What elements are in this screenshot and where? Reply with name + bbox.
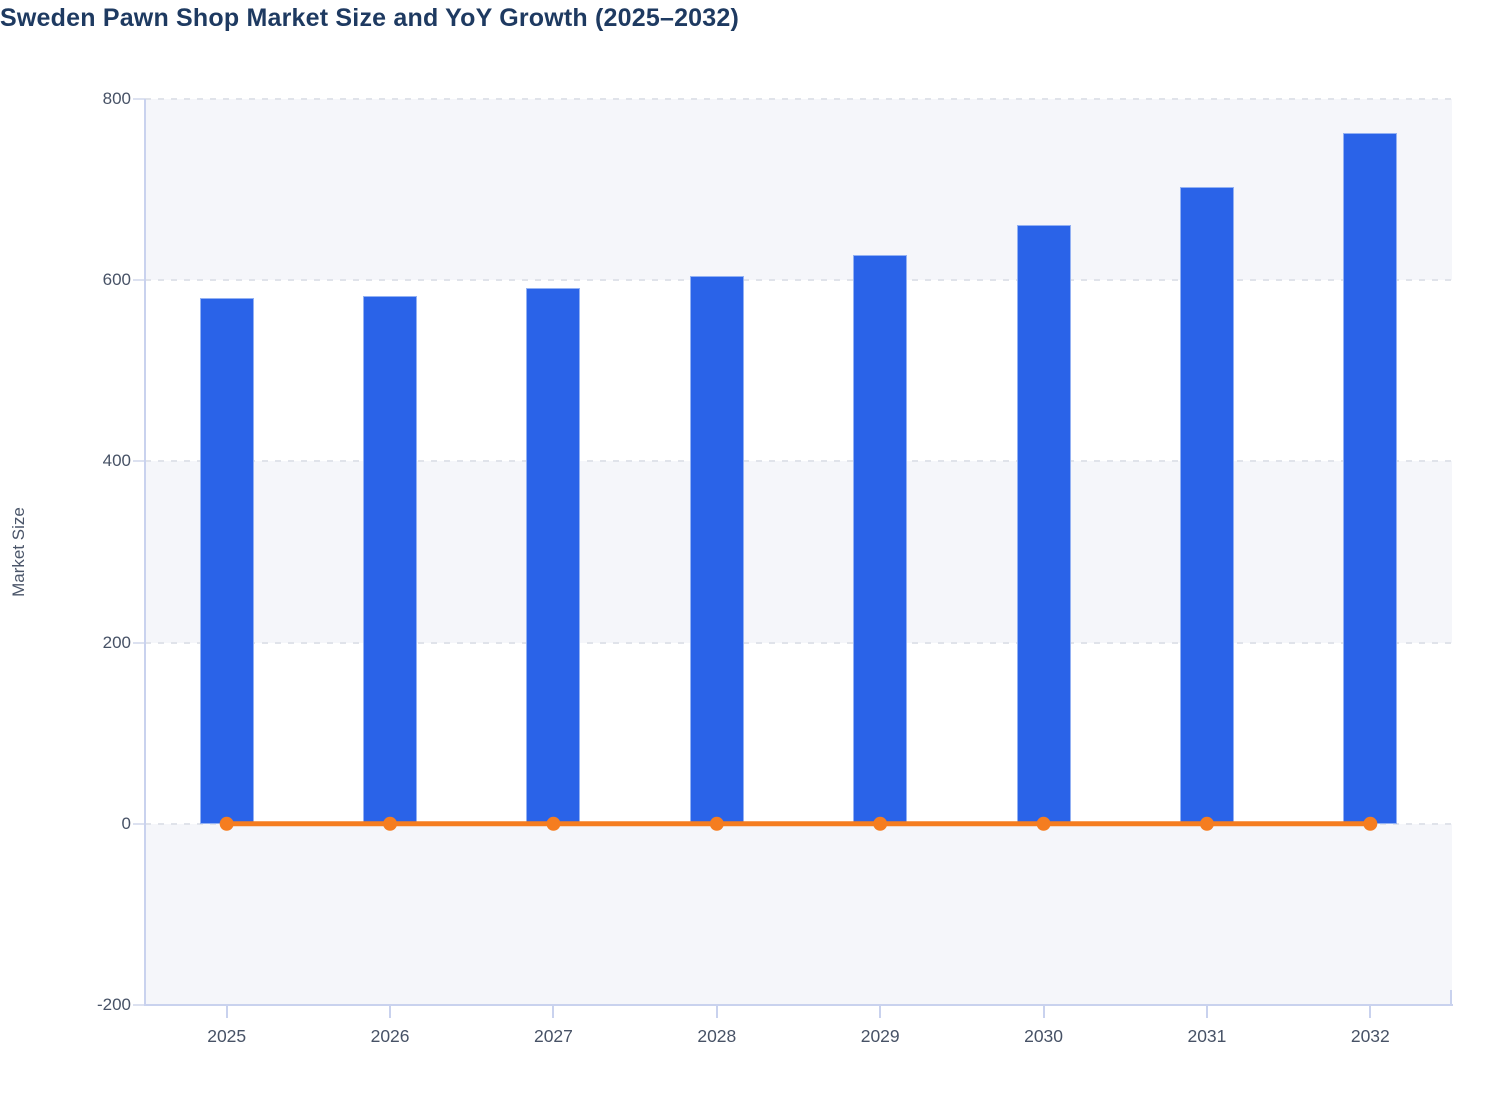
bar-2028 — [689, 275, 744, 824]
y-axis-tick — [133, 460, 145, 463]
y-axis-tick-label: 800 — [102, 89, 131, 108]
x-axis-tick-label: 2031 — [1187, 1026, 1227, 1046]
y-axis-tick-label: 0 — [121, 813, 131, 833]
y-axis-tick-label: 600 — [102, 270, 131, 290]
gridline-200 — [145, 641, 1452, 644]
x-axis-tick — [225, 1005, 228, 1018]
plot-band — [145, 99, 1452, 281]
bar-2029 — [853, 254, 908, 824]
plot-band — [145, 823, 1452, 1005]
y-axis-tick — [133, 1004, 145, 1006]
gridline-600 — [145, 279, 1452, 282]
x-axis-tick-label: 2032 — [1350, 1026, 1390, 1046]
x-axis-tick — [879, 1005, 882, 1018]
x-axis-tick-label: 2029 — [860, 1026, 900, 1046]
x-axis-tick — [715, 1005, 718, 1018]
x-axis-tick — [1369, 1005, 1372, 1018]
chart-title: Sweden Pawn Shop Market Size and YoY Gro… — [0, 4, 740, 32]
x-axis-tick-label: 2028 — [697, 1026, 737, 1046]
bar-2027 — [526, 288, 581, 824]
gridline-400 — [145, 460, 1452, 463]
x-axis-tick-label: 2026 — [370, 1026, 410, 1046]
y-axis-tick-label: 200 — [102, 632, 131, 652]
x-axis-tick-label: 2030 — [1024, 1026, 1064, 1046]
x-axis-line — [144, 1004, 1453, 1006]
gridline-800 — [145, 98, 1452, 100]
bar-2026 — [363, 295, 418, 824]
x-axis-tick-label: 2025 — [207, 1026, 247, 1046]
x-axis-tick — [1205, 1005, 1208, 1018]
bar-2031 — [1179, 186, 1234, 824]
y-axis-line — [144, 99, 146, 1005]
y-axis-tick-label: -200 — [96, 995, 131, 1014]
x-axis-tick — [552, 1005, 555, 1018]
plot-band — [145, 461, 1452, 643]
gridline-0 — [145, 822, 1452, 825]
y-axis-tick — [133, 98, 145, 100]
bar-2025 — [199, 298, 254, 824]
x-axis-tick — [1042, 1005, 1045, 1018]
x-axis-end-cap — [1450, 990, 1452, 1005]
y-axis-tick-label: 400 — [102, 451, 131, 471]
bar-2032 — [1343, 133, 1398, 824]
y-axis-tick — [133, 822, 145, 825]
y-axis-tick — [133, 641, 145, 644]
bar-2030 — [1016, 224, 1071, 824]
y-axis-tick — [133, 279, 145, 282]
x-axis-tick-label: 2027 — [533, 1026, 573, 1046]
x-axis-tick — [389, 1005, 392, 1018]
